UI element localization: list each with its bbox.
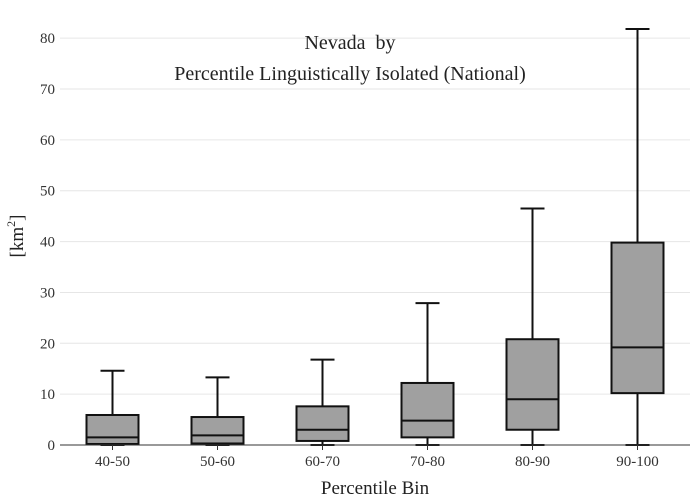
box-60-70 bbox=[295, 358, 350, 446]
y-tick-label: 80 bbox=[40, 31, 55, 47]
box-body bbox=[190, 416, 245, 445]
y-tick-label: 70 bbox=[40, 82, 55, 98]
box-body bbox=[85, 413, 140, 445]
box-body bbox=[400, 381, 455, 439]
x-tick-label: 50-60 bbox=[200, 454, 235, 470]
box-90-100 bbox=[610, 28, 665, 446]
box-body bbox=[505, 338, 560, 431]
y-tick-label: 0 bbox=[48, 438, 56, 454]
box-series bbox=[85, 28, 665, 446]
x-tick-label: 70-80 bbox=[410, 454, 445, 470]
grid-lines bbox=[60, 37, 690, 395]
chart-title-line1: Nevada by bbox=[304, 32, 395, 54]
box-body bbox=[295, 405, 350, 442]
y-axis-label-superscript: 2 bbox=[4, 221, 18, 227]
x-tick-label: 90-100 bbox=[616, 454, 659, 470]
x-axis-label: Percentile Bin bbox=[321, 478, 430, 499]
y-tick-label: 60 bbox=[40, 133, 55, 149]
y-tick-label: 20 bbox=[40, 336, 55, 352]
x-tick-label: 60-70 bbox=[305, 454, 340, 470]
axes: 0 10 20 30 40 50 60 70 80 40-50 50-60 60-70 70-80 80-… bbox=[40, 31, 690, 470]
x-tick-label: 80-90 bbox=[515, 454, 550, 470]
y-axis-label: [km2] bbox=[4, 215, 28, 258]
box-50-60 bbox=[190, 376, 245, 446]
y-tick-label: 50 bbox=[40, 184, 55, 200]
y-axis-label-close: ] bbox=[7, 215, 28, 221]
box-body bbox=[610, 241, 665, 395]
x-tick-label: 40-50 bbox=[95, 454, 130, 470]
box-40-50 bbox=[85, 369, 140, 446]
y-axis-label-base: [km bbox=[7, 227, 28, 258]
chart-title-line2: Percentile Linguistically Isolated (Nati… bbox=[174, 63, 526, 85]
y-tick-label: 10 bbox=[40, 387, 55, 403]
y-tick-label: 40 bbox=[40, 235, 55, 251]
box-70-80 bbox=[400, 302, 455, 446]
y-tick-label: 30 bbox=[40, 285, 55, 301]
box-80-90 bbox=[505, 207, 560, 446]
